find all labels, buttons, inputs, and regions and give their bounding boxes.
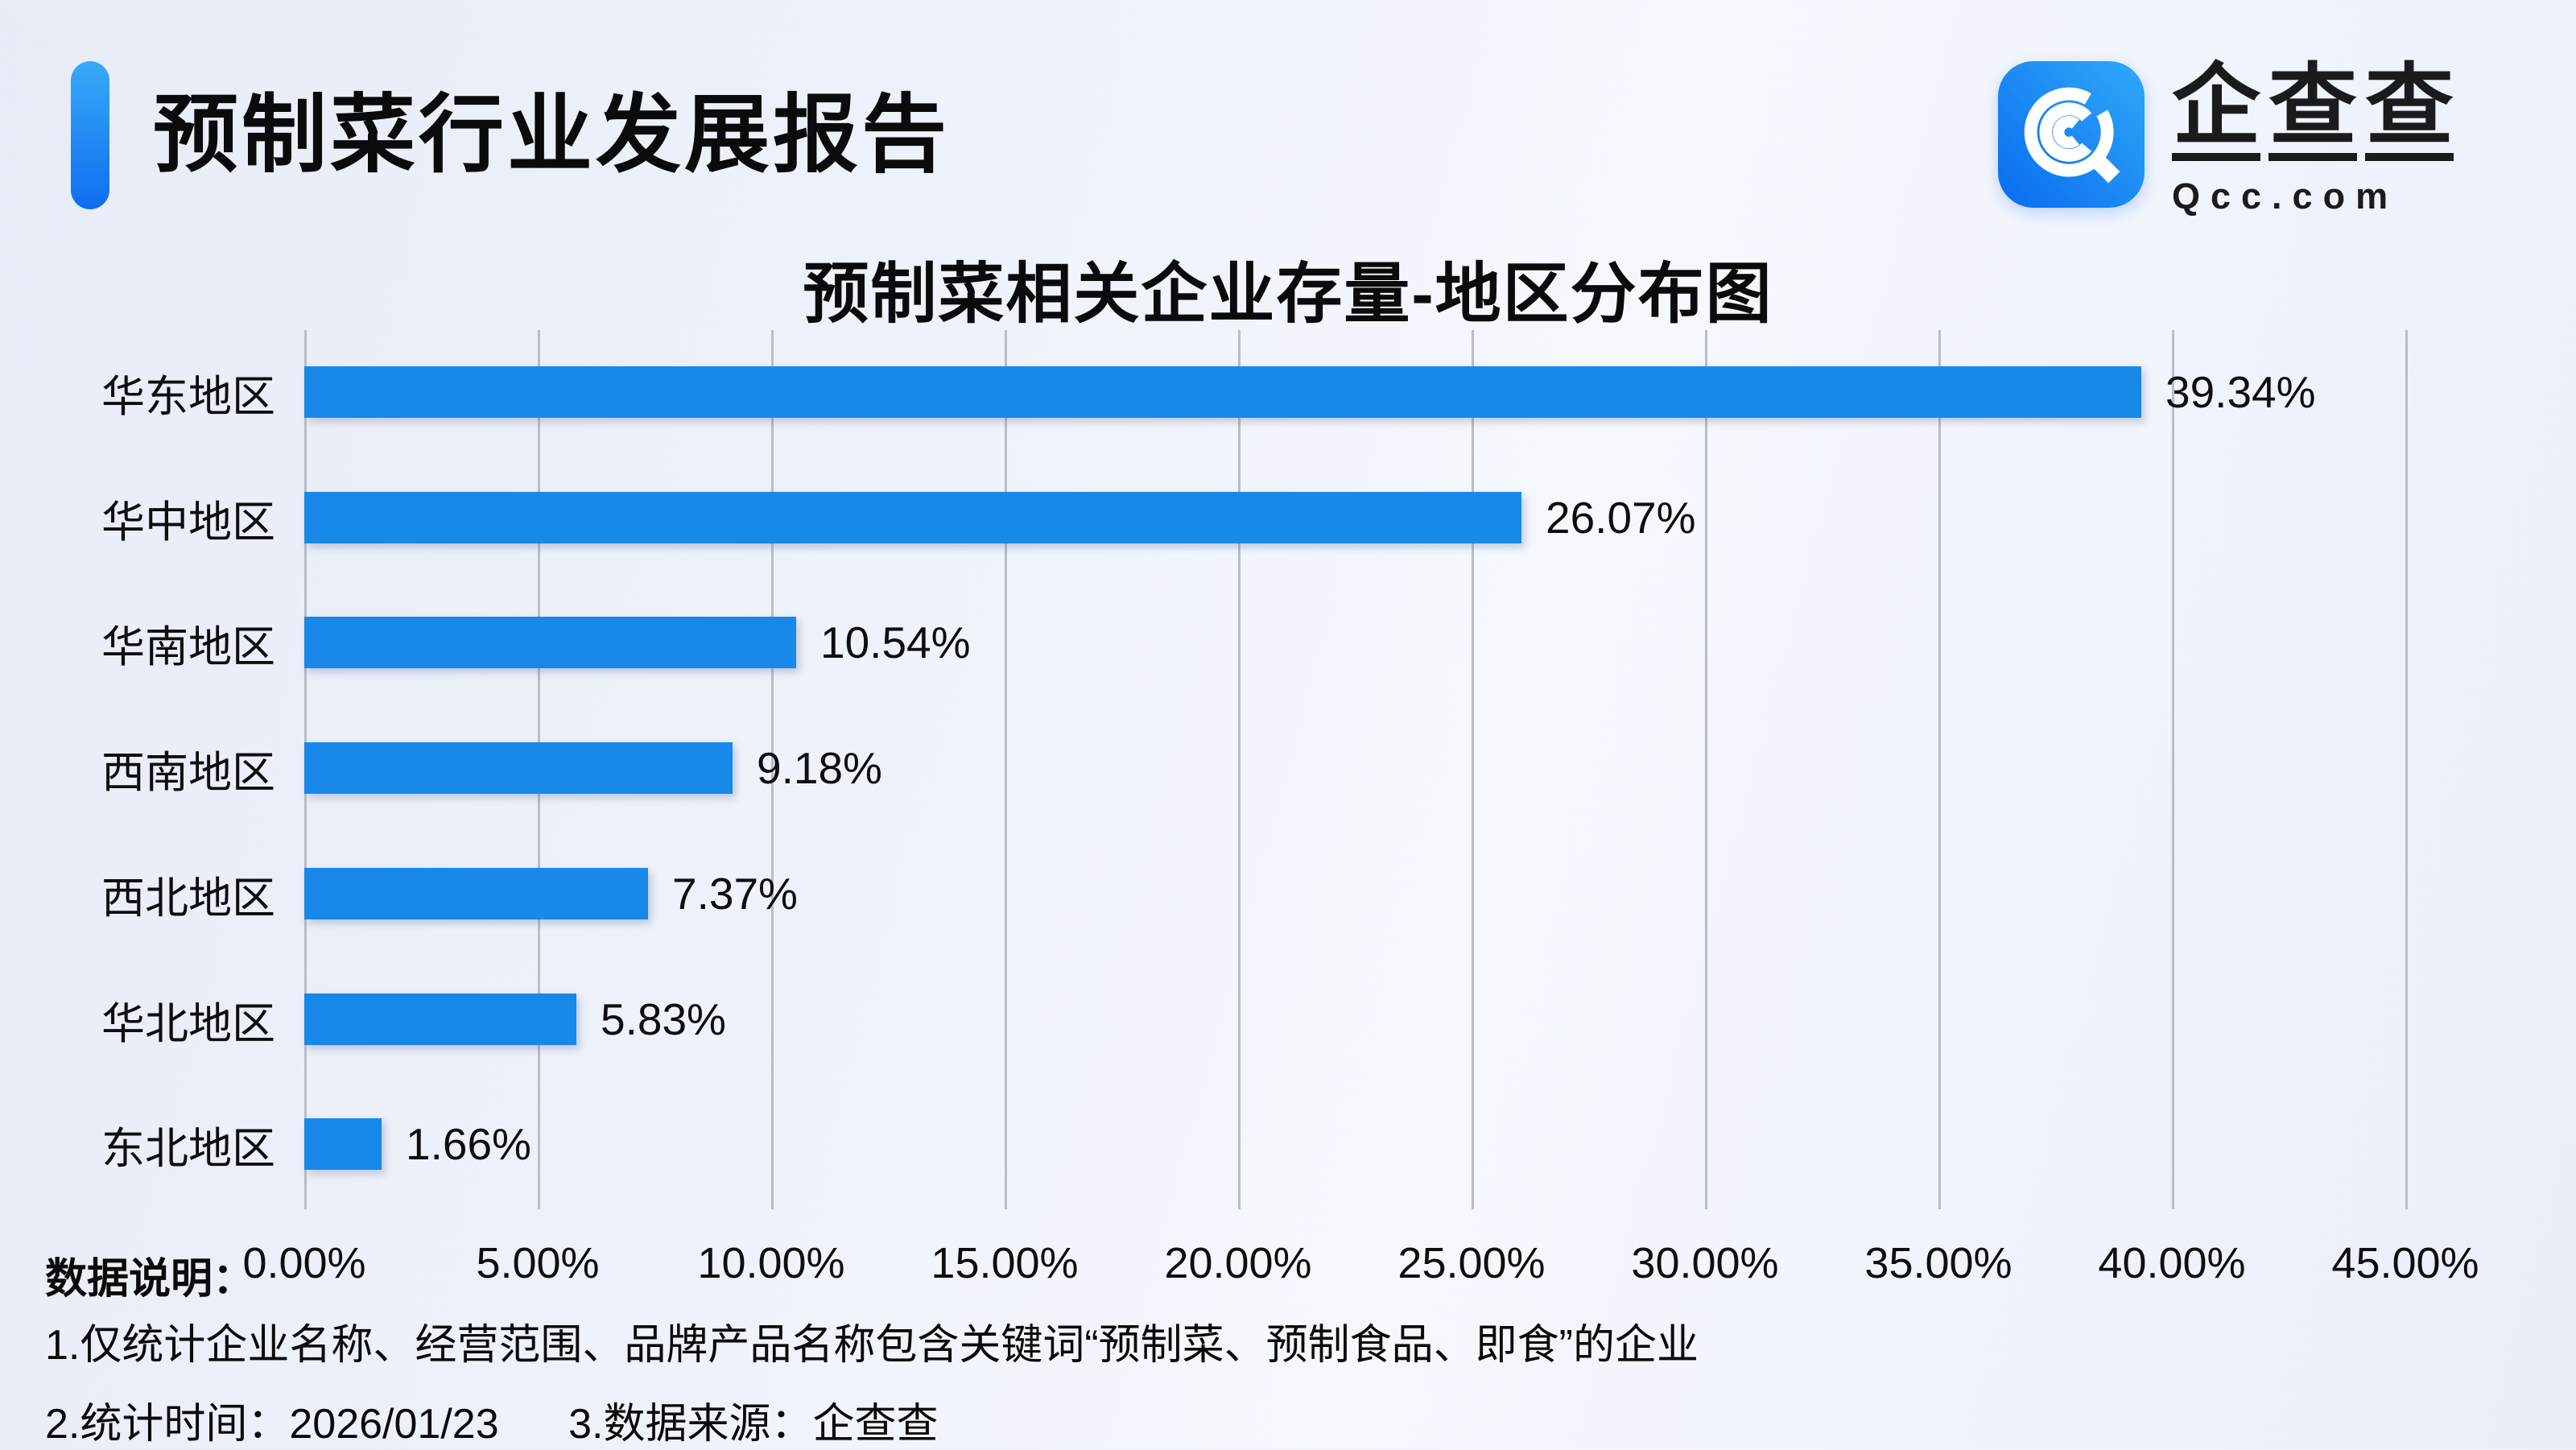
qcc-domain: Qcc.com [2172, 176, 2399, 217]
x-tick-label: 40.00% [2098, 1239, 2246, 1287]
page-title: 预制菜行业发展报告 [153, 88, 950, 183]
value-label: 1.66% [406, 1119, 531, 1169]
x-axis: 0.00% 5.00% 10.00% 15.00% 20.00% 25.00% 30.00%… [0, 1238, 2576, 1295]
bar-row: 西南地区 9.18% [0, 742, 2576, 797]
category-label: 西北地区 [101, 874, 275, 923]
chart-title: 预制菜相关企业存量-地区分布图 [803, 258, 1773, 331]
bar [304, 617, 796, 668]
x-tick-label: 15.00% [931, 1239, 1079, 1287]
qcc-brand-name: 企 查 查 [2172, 60, 2462, 162]
x-tick-label: 25.00% [1397, 1239, 1546, 1287]
brand-char: 查 [2268, 60, 2357, 162]
value-label: 10.54% [820, 618, 971, 667]
x-tick-label: 10.00% [697, 1239, 845, 1287]
qcc-logo: 企 查 查 Qcc.com [1998, 60, 2462, 217]
bar-row: 西北地区 7.37% [0, 868, 2576, 923]
bar-row: 华南地区 10.54% [0, 617, 2576, 671]
bar [304, 492, 1521, 543]
x-tick-label: 35.00% [1864, 1239, 2013, 1287]
brand-char: 企 [2172, 60, 2260, 162]
bar-row: 华北地区 5.83% [0, 994, 2576, 1048]
gridline [1005, 330, 1007, 1209]
category-label: 华北地区 [101, 999, 275, 1048]
category-label: 东北地区 [101, 1124, 275, 1173]
x-tick-label: 20.00% [1164, 1239, 1312, 1287]
x-tick-label: 0.00% [242, 1239, 366, 1287]
gridline [2172, 330, 2174, 1209]
category-label: 华东地区 [101, 372, 275, 421]
value-label: 7.37% [672, 869, 798, 919]
bar-row: 东北地区 1.66% [0, 1118, 2576, 1173]
gridline [771, 330, 774, 1209]
gridline [1705, 330, 1707, 1209]
bar [304, 366, 2141, 418]
magnifier-spiral-glyph [2024, 87, 2120, 184]
bar [304, 742, 733, 794]
bar-row: 华东地区 39.34% [0, 366, 2576, 421]
category-label: 华中地区 [101, 498, 275, 547]
bar [304, 994, 576, 1045]
qcc-logo-icon [1998, 61, 2145, 208]
note-statistics-scope: 1.仅统计企业名称、经营范围、品牌产品名称包含关键词“预制菜、预制食品、即食”的… [45, 1322, 1699, 1369]
x-tick-label: 30.00% [1631, 1239, 1779, 1287]
gridline [1472, 330, 1474, 1209]
gridline [1938, 330, 1941, 1209]
brand-char: 查 [2365, 60, 2454, 162]
gridline [1238, 330, 1241, 1209]
value-label: 26.07% [1546, 493, 1696, 543]
bar [304, 868, 648, 919]
bar-chart: 华东地区 39.34% 华中地区 26.07% 华南地区 10.54% 西南地区 9.18% 西… [0, 330, 2576, 1209]
note-statistics-time: 2.统计时间：2026/01/23 [45, 1401, 499, 1448]
value-label: 39.34% [2165, 367, 2316, 417]
x-tick-label: 45.00% [2331, 1239, 2479, 1287]
x-tick-label: 5.00% [476, 1239, 600, 1287]
category-label: 西南地区 [101, 748, 275, 797]
bar-row: 华中地区 26.07% [0, 492, 2576, 547]
note-meta: 2.统计时间：2026/01/23 3.数据来源：企查查 [45, 1390, 938, 1450]
bar [304, 1118, 382, 1170]
value-label: 9.18% [757, 743, 882, 793]
title-accent-bar [71, 61, 109, 209]
category-label: 华南地区 [101, 622, 275, 671]
value-label: 5.83% [601, 994, 726, 1044]
note-data-source: 3.数据来源：企查查 [568, 1401, 939, 1448]
gridline [2405, 330, 2408, 1209]
notes-label: 数据说明： [45, 1256, 255, 1303]
qcc-logo-text: 企 查 查 Qcc.com [2172, 60, 2462, 217]
